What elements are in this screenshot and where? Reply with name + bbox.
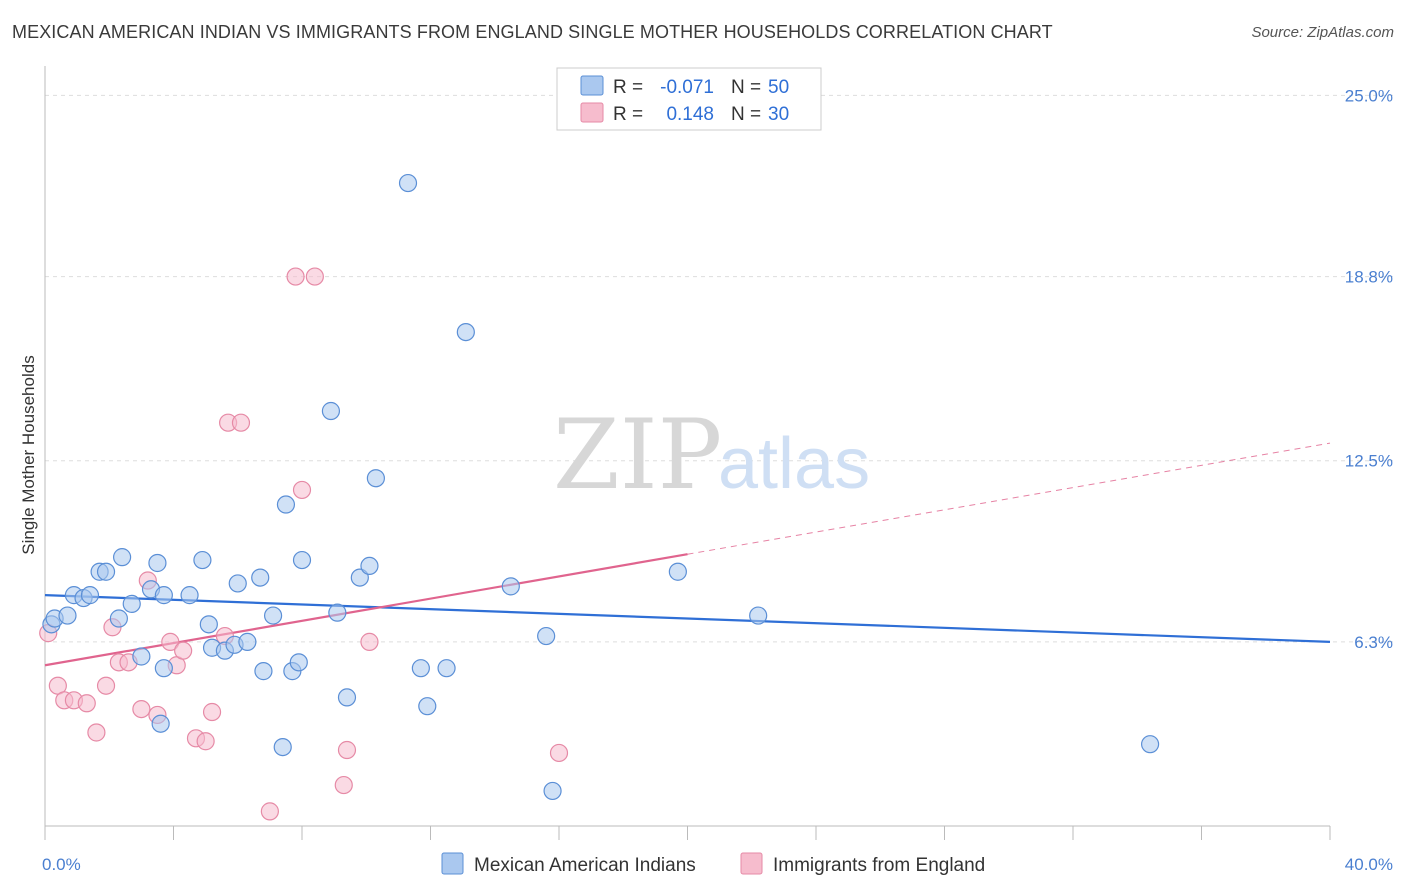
blue-swatch: [580, 75, 604, 96]
source-label: Source: ZipAtlas.com: [1251, 24, 1394, 41]
point-immigrants-from-england: [286, 267, 305, 286]
trend-line-immigrants-from-england: [44, 553, 688, 667]
legend-n-value-pink: 30: [768, 104, 789, 125]
point-mexican-american-indians: [321, 401, 341, 421]
point-immigrants-from-england: [174, 641, 193, 660]
point-mexican-american-indians: [263, 606, 283, 625]
point-mexican-american-indians: [437, 659, 456, 678]
trend-lines: [44, 442, 1331, 667]
point-mexican-american-indians: [360, 556, 379, 575]
point-mexican-american-indians: [292, 550, 312, 570]
point-mexican-american-indians: [350, 568, 369, 587]
legend-r-label-blue: R =: [613, 77, 643, 98]
point-mexican-american-indians: [228, 574, 247, 593]
grid-lines: [45, 94, 1394, 643]
point-immigrants-from-england: [231, 413, 251, 432]
point-immigrants-from-england: [161, 632, 180, 651]
point-immigrants-from-england: [305, 267, 324, 286]
point-immigrants-from-england: [292, 480, 312, 500]
point-mexican-american-indians: [180, 586, 199, 605]
watermark-atlas: atlas: [718, 424, 870, 504]
y-tick-labels: 6.3% 12.5% 18.8% 25.0%: [1345, 86, 1393, 652]
point-mexican-american-indians: [543, 781, 562, 801]
stats-legend: R = -0.071 N = 50 R = 0.148 N = 30: [556, 67, 822, 131]
point-immigrants-from-england: [77, 694, 96, 713]
point-mexican-american-indians: [254, 662, 273, 681]
point-mexican-american-indians: [337, 688, 357, 707]
pink-swatch: [580, 102, 604, 123]
point-immigrants-from-england: [96, 676, 116, 695]
data-points: [39, 173, 1160, 821]
point-mexican-american-indians: [251, 568, 270, 587]
point-immigrants-from-england: [260, 802, 279, 821]
trend-line-immigrants-from-england-projection: [687, 442, 1331, 555]
x-tick-label: 0.0%: [42, 855, 81, 874]
watermark: ZIP atlas: [553, 399, 870, 511]
legend-blue-swatch: [441, 852, 464, 875]
point-immigrants-from-england: [202, 702, 222, 722]
x-tick-label: 40.0%: [1345, 855, 1393, 874]
point-mexican-american-indians: [96, 562, 116, 581]
point-mexican-american-indians: [238, 632, 257, 651]
point-mexican-american-indians: [122, 594, 141, 613]
point-mexican-american-indians: [58, 606, 77, 625]
point-mexican-american-indians: [276, 495, 296, 514]
point-mexican-american-indians: [148, 553, 167, 573]
series-legend: Mexican American Indians Immigrants from…: [441, 852, 985, 876]
point-mexican-american-indians: [80, 586, 100, 605]
point-mexican-american-indians: [154, 586, 173, 605]
point-mexican-american-indians: [112, 548, 132, 567]
point-immigrants-from-england: [196, 732, 215, 751]
point-mexican-american-indians: [273, 737, 292, 757]
legend-r-label-pink: R =: [613, 104, 643, 125]
point-mexican-american-indians: [1140, 735, 1160, 754]
legend-series-pink: Immigrants from England: [773, 855, 985, 876]
point-mexican-american-indians: [749, 606, 768, 625]
watermark-zip: ZIP: [553, 399, 722, 511]
chart-title: MEXICAN AMERICAN INDIAN VS IMMIGRANTS FR…: [12, 22, 1053, 42]
legend-n-label-pink: N =: [731, 104, 761, 125]
point-mexican-american-indians: [154, 659, 173, 678]
point-immigrants-from-england: [549, 743, 569, 763]
point-immigrants-from-england: [337, 740, 357, 760]
axes: [44, 66, 1331, 840]
point-mexican-american-indians: [398, 173, 418, 193]
y-tick-label: 6.3%: [1354, 633, 1393, 652]
point-mexican-american-indians: [328, 603, 347, 622]
x-tick-labels: 0.0% 40.0%: [42, 855, 1393, 874]
point-mexican-american-indians: [501, 577, 520, 596]
legend-pink-swatch: [740, 852, 763, 875]
legend-r-value-blue: -0.071: [660, 77, 714, 98]
point-immigrants-from-england: [87, 723, 106, 742]
point-immigrants-from-england: [334, 775, 353, 795]
point-mexican-american-indians: [668, 562, 687, 581]
point-immigrants-from-england: [360, 632, 379, 651]
point-mexican-american-indians: [411, 659, 430, 678]
trend-line-mexican-american-indians: [44, 594, 1331, 643]
legend-n-value-blue: 50: [768, 77, 789, 98]
y-tick-label: 12.5%: [1345, 452, 1393, 471]
legend-n-label-blue: N =: [731, 77, 761, 98]
point-mexican-american-indians: [193, 550, 212, 570]
point-immigrants-from-england: [132, 700, 151, 719]
legend-series-blue: Mexican American Indians: [474, 855, 696, 876]
point-mexican-american-indians: [199, 615, 218, 634]
point-mexican-american-indians: [289, 653, 308, 672]
point-mexican-american-indians: [109, 609, 128, 628]
point-mexican-american-indians: [151, 714, 170, 733]
y-tick-label: 18.8%: [1345, 268, 1393, 287]
point-mexican-american-indians: [418, 697, 437, 716]
y-tick-label: 25.0%: [1345, 86, 1393, 105]
point-mexican-american-indians: [456, 323, 475, 342]
point-mexican-american-indians: [537, 626, 556, 646]
point-mexican-american-indians: [366, 469, 385, 488]
y-axis-title: Single Mother Households: [19, 355, 38, 554]
point-mexican-american-indians: [132, 647, 151, 666]
legend-r-value-pink: 0.148: [666, 104, 714, 125]
